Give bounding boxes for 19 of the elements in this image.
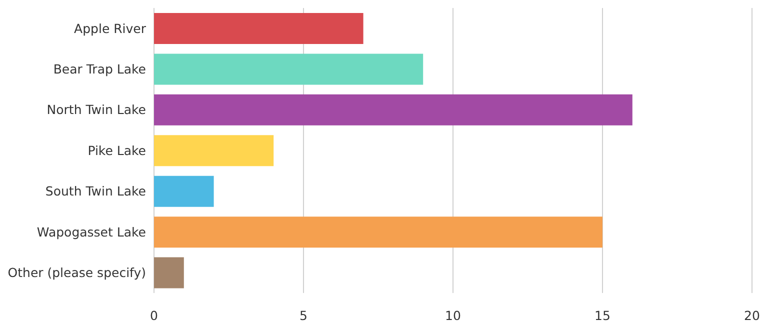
bar bbox=[154, 257, 184, 288]
x-tick-label: 0 bbox=[150, 308, 158, 323]
x-tick-label: 20 bbox=[744, 308, 760, 323]
y-tick-label: Pike Lake bbox=[88, 142, 146, 158]
bar bbox=[154, 94, 632, 126]
y-tick-label: North Twin Lake bbox=[46, 102, 146, 118]
bar bbox=[154, 216, 602, 248]
bar bbox=[154, 176, 214, 207]
y-tick-label: Other (please specify) bbox=[8, 265, 146, 280]
y-tick-label: South Twin Lake bbox=[45, 184, 146, 199]
y-tick-label: Wapogasset Lake bbox=[36, 224, 146, 240]
x-tick-label: 5 bbox=[300, 308, 308, 323]
x-tick-label: 10 bbox=[445, 308, 461, 323]
x-tick-label: 15 bbox=[594, 308, 610, 323]
bar bbox=[154, 54, 424, 85]
y-tick-label: Bear Trap Lake bbox=[53, 62, 146, 77]
bar bbox=[154, 13, 364, 44]
bar bbox=[154, 135, 274, 166]
y-tick-label: Apple River bbox=[74, 20, 147, 36]
